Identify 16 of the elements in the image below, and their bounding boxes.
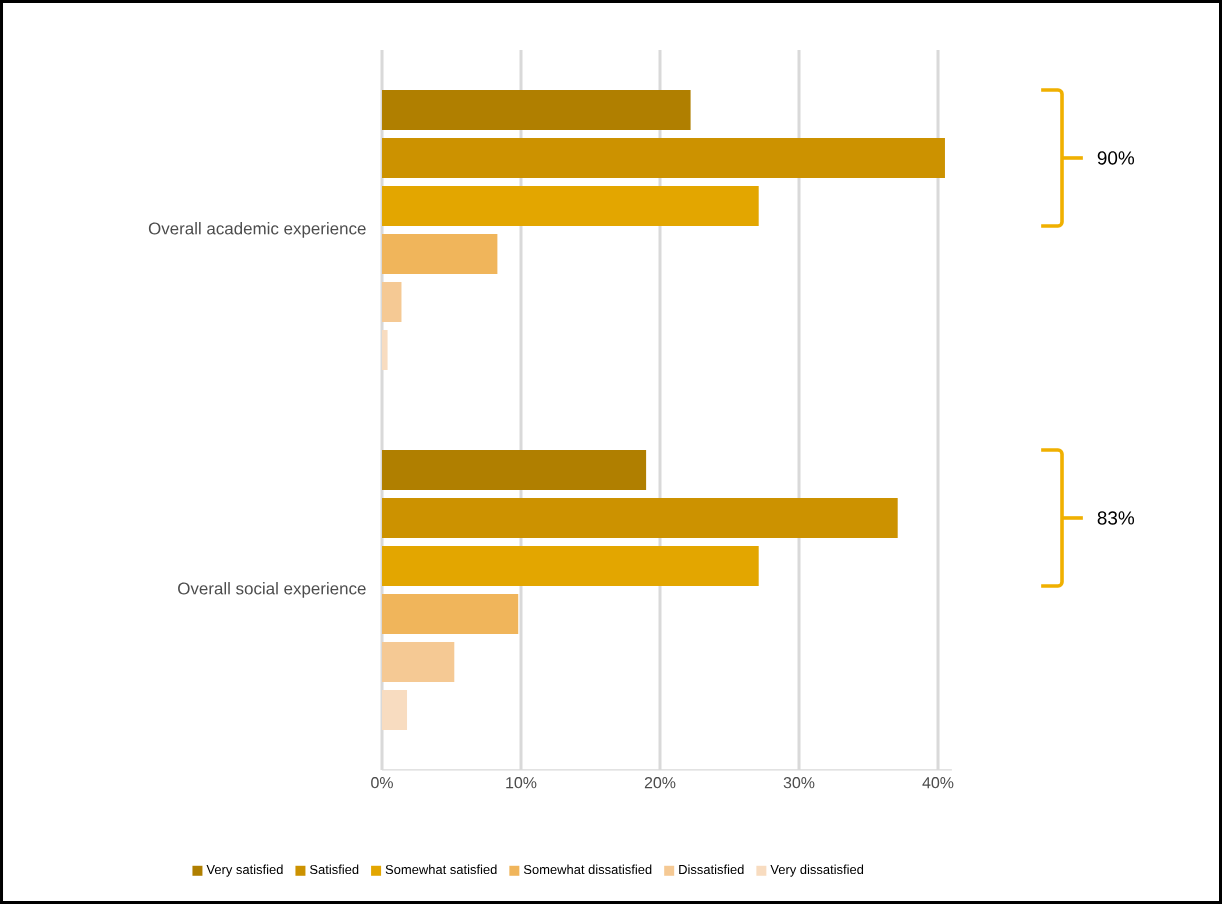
text: 90%	[1097, 151, 1135, 165]
bar	[382, 137, 945, 178]
bar	[382, 185, 759, 226]
bar	[382, 281, 402, 322]
bar	[382, 449, 647, 490]
y-tick-label: Overall academic experience	[148, 222, 366, 238]
bar	[382, 545, 759, 586]
bar	[382, 593, 519, 634]
bar	[382, 233, 498, 274]
bar	[382, 497, 898, 538]
text: 83%	[1097, 511, 1135, 525]
bar	[382, 329, 388, 370]
y-tick-label: Overall social experience	[178, 582, 366, 598]
bar	[382, 641, 455, 682]
bar	[382, 89, 691, 130]
bar	[382, 689, 408, 730]
